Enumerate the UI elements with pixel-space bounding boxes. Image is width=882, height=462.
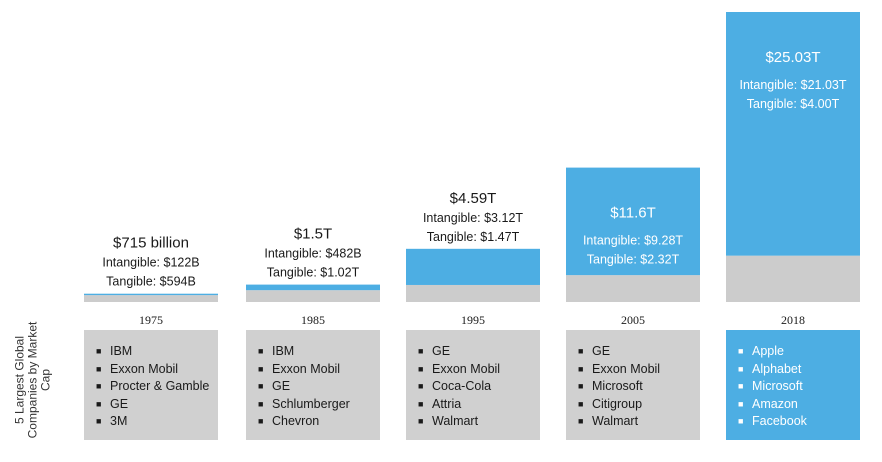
company-list-2018: ■ Apple ■ Alphabet ■ Microsoft ■ Amazon ■ Fac… [726, 330, 860, 440]
bullet-icon: ■ [258, 381, 264, 391]
list-item: ■ GE [578, 343, 700, 361]
list-item: ■ GE [258, 378, 380, 396]
list-item: ■ Citigroup [578, 396, 700, 414]
bar-tangible-2018 [726, 255, 860, 302]
list-item: ■ GE [418, 343, 540, 361]
bullet-icon: ■ [738, 346, 744, 356]
list-item: ■ Microsoft [578, 378, 700, 396]
list-item: ■ Coca-Cola [418, 378, 540, 396]
list-item: ■ Alphabet [738, 361, 860, 379]
bar-intangible-2005 [566, 167, 700, 276]
bullet-icon: ■ [578, 398, 584, 409]
year-label-1985: 1985 [301, 313, 325, 327]
bullet-icon: ■ [418, 398, 424, 409]
total-label-1985: $1.5T [294, 226, 332, 243]
list-item: ■ Walmart [418, 413, 540, 431]
bullet-icon: ■ [418, 381, 424, 391]
side-label: 5 Largest Global Companies by Market Cap [12, 321, 53, 439]
bar-tangible-2005 [566, 275, 700, 302]
bullet-icon: ■ [258, 416, 264, 426]
list-item: ■ IBM [96, 343, 218, 361]
intangible-label-1995: Intangible: $3.12T [423, 211, 523, 225]
bar-tangible-1975 [84, 295, 218, 302]
bullet-icon: ■ [258, 398, 264, 409]
total-label-1975: $715 billion [113, 235, 189, 252]
list-item: ■ Exxon Mobil [96, 361, 218, 379]
bullet-icon: ■ [418, 346, 424, 356]
list-item: ■ Exxon Mobil [258, 361, 380, 379]
bullet-icon: ■ [258, 346, 264, 356]
company-list-1995: ■ GE ■ Exxon Mobil ■ Coca-Cola ■ Attria ■ Wal… [406, 330, 540, 440]
bullet-icon: ■ [738, 398, 744, 409]
bar-intangible-1975 [84, 293, 218, 296]
year-label-1975: 1975 [139, 313, 163, 327]
total-label-1995: $4.59T [450, 190, 497, 207]
bullet-icon: ■ [96, 346, 102, 356]
tangible-label-1985: Tangible: $1.02T [267, 266, 360, 280]
bullet-icon: ■ [418, 416, 424, 426]
intangible-label-1985: Intangible: $482B [264, 247, 361, 261]
bullet-icon: ■ [96, 363, 102, 374]
bullet-icon: ■ [578, 363, 584, 374]
bullet-icon: ■ [578, 381, 584, 391]
list-item: ■ Amazon [738, 396, 860, 414]
list-item: ■ Walmart [578, 413, 700, 431]
list-item: ■ 3M [96, 413, 218, 431]
list-item: ■ Exxon Mobil [578, 361, 700, 379]
year-label-2018: 2018 [781, 313, 805, 327]
tangible-label-2018: Tangible: $4.00T [747, 97, 840, 111]
bullet-icon: ■ [418, 363, 424, 374]
company-list-2005: ■ GE ■ Exxon Mobil ■ Microsoft ■ Citigroup ■… [566, 330, 700, 440]
company-list-1985: ■ IBM ■ Exxon Mobil ■ GE ■ Schlumberger ■ Che… [246, 330, 380, 440]
tangible-label-1995: Tangible: $1.47T [427, 230, 520, 244]
list-item: ■ Schlumberger [258, 396, 380, 414]
list-item: ■ GE [96, 396, 218, 414]
list-item: ■ Apple [738, 343, 860, 361]
list-item: ■ Chevron [258, 413, 380, 431]
bar-intangible-2018 [726, 12, 860, 256]
list-item: ■ Procter & Gamble [96, 378, 218, 396]
company-list-1975: ■ IBM ■ Exxon Mobil ■ Procter & Gamble ■ GE … [84, 330, 218, 440]
bar-intangible-1995 [406, 248, 540, 285]
intangible-label-1975: Intangible: $122B [102, 256, 199, 270]
bullet-icon: ■ [578, 346, 584, 356]
total-label-2005: $11.6T [610, 205, 656, 222]
bullet-icon: ■ [578, 416, 584, 426]
list-item: ■ Facebook [738, 413, 860, 431]
year-label-1995: 1995 [461, 313, 485, 327]
tangible-label-1975: Tangible: $594B [106, 275, 196, 289]
tangible-label-2005: Tangible: $2.32T [587, 253, 680, 267]
intangible-label-2005: Intangible: $9.28T [583, 234, 683, 248]
year-label-2005: 2005 [621, 313, 645, 327]
list-item: ■ Microsoft [738, 378, 860, 396]
bullet-icon: ■ [738, 416, 744, 426]
bullet-icon: ■ [738, 363, 744, 374]
side-label-container: 5 Largest Global Companies by Market Cap [5, 318, 61, 442]
total-label-2018: $25.03T [765, 49, 820, 66]
bullet-icon: ■ [96, 381, 102, 391]
intangible-label-2018: Intangible: $21.03T [739, 78, 846, 92]
bullet-icon: ■ [96, 398, 102, 409]
bar-tangible-1995 [406, 284, 540, 302]
list-item: ■ IBM [258, 343, 380, 361]
bullet-icon: ■ [738, 381, 744, 391]
bar-intangible-1985 [246, 284, 380, 291]
bar-tangible-1985 [246, 290, 380, 302]
list-item: ■ Exxon Mobil [418, 361, 540, 379]
bullet-icon: ■ [258, 363, 264, 374]
list-item: ■ Attria [418, 396, 540, 414]
bullet-icon: ■ [96, 416, 102, 426]
